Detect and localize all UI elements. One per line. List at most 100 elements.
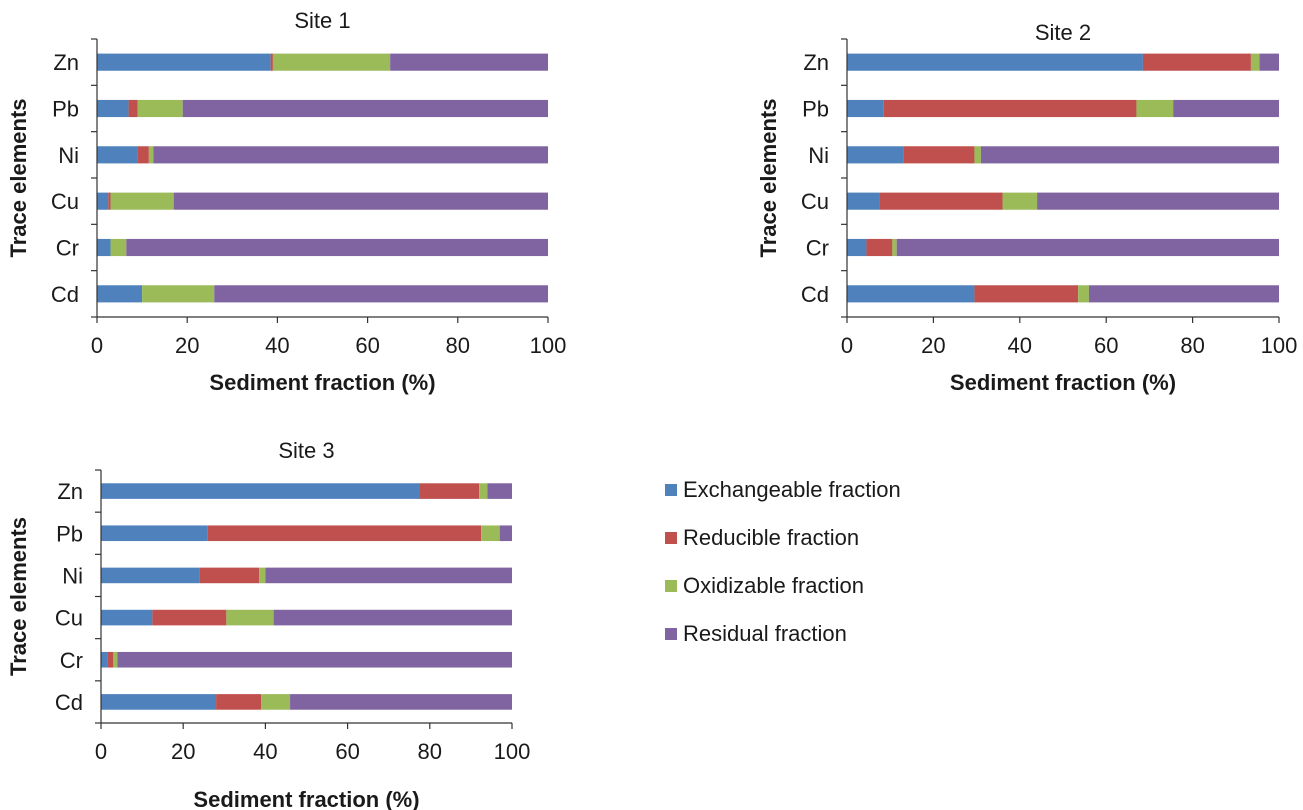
category-label: Pb — [802, 97, 829, 122]
x-tick-label: 0 — [841, 333, 853, 358]
bar-pb-residual — [1173, 99, 1279, 118]
legend-item-oxidizable: Oxidizable fraction — [665, 573, 901, 598]
bar-cd-exchangeable — [101, 694, 217, 710]
bar-cr-oxidizable — [110, 238, 127, 257]
category-label: Cr — [56, 236, 79, 261]
bar-ni-reducible — [137, 146, 149, 164]
x-axis-title: Sediment fraction (%) — [193, 787, 419, 810]
legend-label-oxidizable: Oxidizable fraction — [683, 573, 864, 598]
legend-swatch-residual — [665, 628, 677, 640]
bar-ni-residual — [980, 146, 1279, 164]
x-axis-title: Sediment fraction (%) — [209, 370, 435, 395]
bar-cu-residual — [1037, 192, 1279, 210]
chart-title: Site 2 — [1035, 20, 1091, 45]
category-label: Ni — [58, 143, 79, 168]
bar-cr-residual — [126, 238, 548, 257]
bar-cr-reducible — [107, 651, 114, 668]
x-tick-label: 0 — [95, 739, 107, 764]
x-tick-label: 20 — [175, 333, 199, 358]
x-tick-label: 60 — [355, 333, 379, 358]
x-tick-label: 0 — [91, 333, 103, 358]
legend-swatch-reducible — [665, 532, 677, 544]
bar-zn-residual — [487, 483, 512, 499]
chart-title: Site 1 — [294, 8, 350, 33]
category-label: Zn — [57, 479, 83, 504]
bar-ni-exchangeable — [847, 146, 904, 164]
category-label: Ni — [62, 563, 83, 588]
x-tick-label: 100 — [1261, 333, 1298, 358]
bar-cr-oxidizable — [892, 238, 897, 257]
bar-ni-reducible — [903, 146, 975, 164]
bar-cu-oxidizable — [226, 609, 274, 626]
bar-cd-oxidizable — [261, 694, 291, 710]
bar-zn-reducible — [419, 483, 480, 499]
legend-item-reducible: Reducible fraction — [665, 525, 901, 550]
bar-cu-residual — [173, 192, 549, 210]
bar-zn-oxidizable — [1250, 53, 1260, 71]
bar-pb-oxidizable — [481, 525, 500, 542]
x-tick-label: 60 — [335, 739, 359, 764]
category-label: Cu — [55, 606, 83, 631]
bar-cd-oxidizable — [142, 285, 215, 303]
category-label: Zn — [803, 50, 829, 75]
bar-pb-exchangeable — [97, 99, 129, 118]
category-label: Cr — [806, 236, 829, 261]
bar-ni-residual — [265, 567, 512, 584]
bar-cu-reducible — [152, 609, 227, 626]
x-tick-label: 40 — [1008, 333, 1032, 358]
bar-cr-exchangeable — [101, 651, 108, 668]
legend-swatch-exchangeable — [665, 484, 677, 496]
x-tick-label: 60 — [1094, 333, 1118, 358]
bar-cu-reducible — [108, 192, 111, 210]
chart-site-2: Zn Pb Ni Cu Cr Cd 0 20 40 60 80 100 Site 2 Sediment f… — [756, 20, 1297, 395]
x-tick-label: 20 — [921, 333, 945, 358]
category-label: Cu — [801, 189, 829, 214]
bar-zn-oxidizable — [272, 53, 391, 71]
bar-pb-residual — [182, 99, 548, 118]
bar-cd-exchangeable — [847, 285, 975, 303]
category-label: Ni — [808, 143, 829, 168]
bar-cd-reducible — [216, 694, 262, 710]
bar-cd-residual — [290, 694, 512, 710]
bar-pb-reducible — [883, 99, 1137, 118]
bar-cd-exchangeable — [97, 285, 143, 303]
legend-label-reducible: Reducible fraction — [683, 525, 860, 550]
category-label: Cr — [60, 648, 83, 673]
bar-pb-reducible — [128, 99, 138, 118]
bar-cu-exchangeable — [847, 192, 880, 210]
bar-cu-exchangeable — [97, 192, 109, 210]
category-label: Cd — [801, 282, 829, 307]
bar-zn-reducible — [1142, 53, 1251, 71]
bar-cd-residual — [1088, 285, 1279, 303]
x-axis-title: Sediment fraction (%) — [950, 370, 1176, 395]
x-tick-label: 40 — [265, 333, 289, 358]
bar-cr-exchangeable — [847, 238, 867, 257]
legend-item-residual: Residual fraction — [665, 621, 901, 646]
bar-zn-reducible — [270, 53, 273, 71]
bar-cu-oxidizable — [110, 192, 174, 210]
x-tick-label: 40 — [253, 739, 277, 764]
bar-cr-oxidizable — [113, 651, 118, 668]
bar-ni-oxidizable — [974, 146, 981, 164]
bar-pb-reducible — [207, 525, 482, 542]
bar-zn-residual — [1259, 53, 1279, 71]
category-label: Cd — [51, 282, 79, 307]
bar-ni-exchangeable — [101, 567, 200, 584]
x-tick-label: 20 — [171, 739, 195, 764]
bar-pb-residual — [499, 525, 512, 542]
bar-cu-exchangeable — [101, 609, 153, 626]
category-label: Pb — [56, 521, 83, 546]
x-tick-label: 80 — [446, 333, 470, 358]
bar-ni-oxidizable — [148, 146, 154, 164]
y-axis-title: Trace elements — [6, 99, 31, 258]
legend-item-exchangeable: Exchangeable fraction — [665, 477, 901, 502]
y-axis-title: Trace elements — [756, 99, 781, 258]
bar-pb-oxidizable — [1136, 99, 1174, 118]
bar-pb-exchangeable — [101, 525, 208, 542]
bar-cr-reducible — [866, 238, 893, 257]
y-axis-title: Trace elements — [6, 517, 31, 676]
bar-cr-exchangeable — [97, 238, 111, 257]
bar-ni-residual — [153, 146, 548, 164]
bar-pb-oxidizable — [137, 99, 183, 118]
